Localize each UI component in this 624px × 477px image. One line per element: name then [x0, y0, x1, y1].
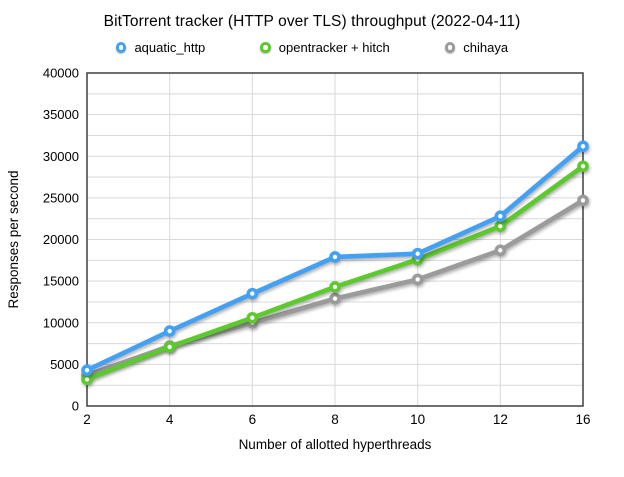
series-aquatic-http [81, 140, 589, 377]
y-axis-tick-label: 0 [72, 399, 79, 414]
x-axis-tick-label: 2 [83, 412, 91, 427]
x-axis-tick-label: 12 [493, 412, 508, 427]
legend-marker-icon [260, 42, 271, 53]
y-axis-tick-label: 5000 [50, 357, 79, 372]
data-point-12 [494, 244, 507, 257]
data-point-16 [577, 140, 589, 153]
plot-border [86, 72, 584, 407]
legend-marker-icon [115, 42, 127, 53]
legend-item-chihaya: chihaya [444, 40, 509, 55]
y-axis-tick-label: 25000 [43, 190, 79, 205]
x-axis-tick-label: 10 [410, 412, 425, 427]
legend-item-opentracker-hitch: opentracker + hitch [260, 40, 390, 55]
x-axis-tick-label: 8 [331, 412, 339, 427]
y-axis-tick-label: 30000 [43, 149, 79, 164]
x-axis-tick-label: 6 [249, 412, 257, 427]
y-axis-tick-label: 10000 [43, 315, 79, 330]
chart-legend: aquatic_http opentracker + hitch chihaya [0, 40, 624, 55]
y-axis-tick-label: 35000 [43, 107, 79, 122]
data-point-16 [577, 160, 589, 173]
y-axis-tick-label: 20000 [43, 232, 79, 247]
data-point-16 [577, 194, 589, 207]
data-point-4 [163, 341, 176, 353]
data-point-6 [246, 287, 259, 300]
data-point-2 [81, 364, 93, 377]
legend-label: opentracker + hitch [278, 40, 390, 55]
x-axis-tick-label: 16 [575, 412, 590, 427]
data-point-6 [246, 311, 259, 324]
data-point-12 [494, 210, 507, 222]
x-axis-title: Number of allotted hyperthreads [239, 437, 432, 452]
y-axis-title: Responses per second [6, 170, 21, 308]
data-point-2 [81, 373, 93, 386]
series-opentracker-hitch [81, 160, 589, 386]
legend-label: chihaya [463, 40, 509, 55]
x-axis-tick-label: 4 [166, 412, 174, 427]
chart-title: BitTorrent tracker (HTTP over TLS) throu… [103, 13, 521, 30]
data-point-8 [329, 251, 341, 263]
data-point-10 [411, 273, 424, 286]
data-point-8 [329, 281, 341, 293]
legend-item-aquatic-http: aquatic_http [115, 40, 206, 55]
data-point-8 [329, 292, 341, 305]
y-axis-tick-label: 40000 [43, 66, 79, 81]
data-point-10 [411, 247, 424, 260]
legend-label: aquatic_http [134, 40, 206, 55]
y-axis-tick-label: 15000 [43, 274, 79, 289]
legend-marker-icon [444, 42, 456, 53]
data-point-12 [494, 220, 507, 232]
data-point-4 [163, 325, 176, 337]
